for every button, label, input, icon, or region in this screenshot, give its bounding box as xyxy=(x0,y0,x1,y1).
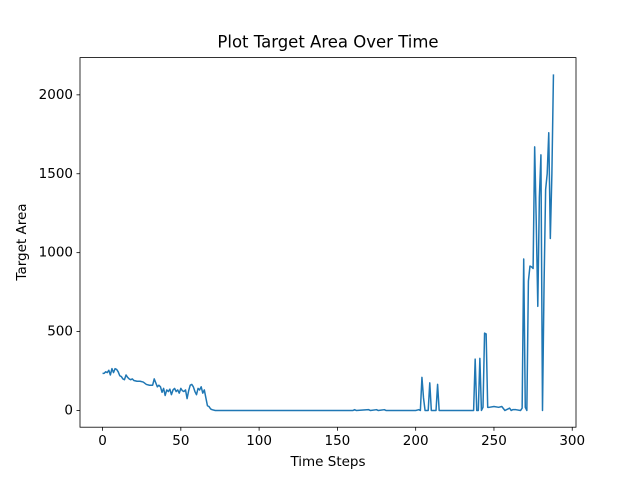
x-tick-label: 200 xyxy=(403,433,429,449)
plot-frame xyxy=(79,57,577,428)
data-line xyxy=(102,74,555,412)
y-tick-label: 1500 xyxy=(39,166,73,182)
y-tick-label: 500 xyxy=(47,324,73,340)
y-tick-label: 2000 xyxy=(39,87,73,103)
x-tick-label: 250 xyxy=(481,433,507,449)
x-tick-label: 100 xyxy=(246,433,272,449)
x-tick-label: 0 xyxy=(98,433,107,449)
y-tick-label: 1000 xyxy=(39,245,73,261)
x-tick-label: 300 xyxy=(559,433,585,449)
x-tick-label: 50 xyxy=(172,433,189,449)
y-axis-label: Target Area xyxy=(14,203,30,281)
x-tick-label: 150 xyxy=(325,433,351,449)
y-tick-label: 0 xyxy=(64,402,73,418)
chart-title: Plot Target Area Over Time xyxy=(217,33,438,52)
x-axis-label: Time Steps xyxy=(289,454,365,470)
